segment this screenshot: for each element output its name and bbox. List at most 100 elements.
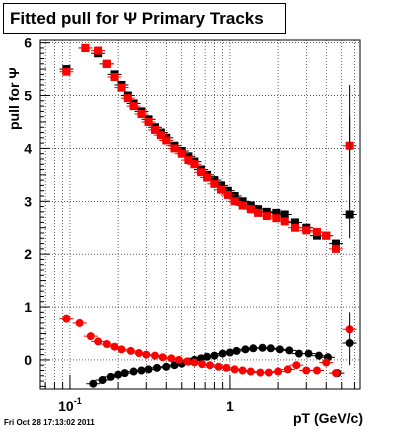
data-point-marker (223, 190, 232, 199)
data-point-marker (241, 345, 250, 354)
y-tick-label: 4 (24, 140, 32, 156)
data-point-marker (117, 345, 126, 354)
data-point-marker (162, 136, 171, 145)
data-point-marker (156, 131, 165, 140)
data-point-marker (223, 186, 232, 195)
data-point-marker (217, 185, 226, 194)
chart-title: Fitted pull for Ψ Primary Tracks (3, 3, 286, 34)
data-point-marker (102, 340, 111, 349)
data-point-marker (262, 212, 271, 221)
data-point-marker (331, 369, 340, 378)
data-point-marker (137, 366, 146, 375)
data-point-marker (129, 102, 138, 111)
data-point-marker (167, 354, 176, 363)
data-point-marker (110, 73, 119, 82)
data-point-marker (262, 207, 271, 216)
y-tick-label: 3 (24, 193, 32, 209)
data-point-marker (230, 365, 239, 374)
data-point-marker (266, 344, 275, 353)
x-tick-label: 1 (226, 398, 234, 414)
y-axis-label: pull for Ψ (6, 67, 22, 130)
plot-frame (39, 39, 361, 390)
data-point-marker (177, 149, 186, 158)
data-point-marker (150, 351, 159, 360)
data-point-marker (174, 355, 183, 364)
data-point-marker (190, 160, 199, 169)
data-point-marker (203, 352, 212, 361)
data-point-marker (272, 208, 281, 217)
data-point-marker (98, 376, 107, 385)
y-tick-label: 6 (24, 35, 32, 51)
data-point-marker (129, 367, 138, 376)
data-point-marker (170, 144, 179, 153)
data-point-marker (312, 227, 321, 236)
data-point-marker (246, 205, 255, 214)
data-point-marker (302, 366, 311, 375)
data-point-marker (94, 337, 103, 346)
data-point-marker (86, 332, 95, 341)
data-point-marker (249, 344, 258, 353)
data-point-marker (331, 244, 340, 253)
data-point-marker (280, 210, 289, 219)
data-point-marker (238, 197, 247, 206)
data-point-marker (254, 208, 263, 217)
data-point-marker (150, 125, 159, 134)
data-point-marker (184, 156, 193, 165)
data-point-marker (312, 366, 321, 375)
data-point-marker (142, 350, 151, 359)
y-tick-label: 0 (24, 352, 32, 368)
data-point-marker (190, 358, 199, 367)
data-point-marker (205, 361, 214, 370)
data-point-marker (217, 181, 226, 190)
data-point-marker (256, 368, 265, 377)
data-point-marker (283, 365, 292, 374)
data-point-marker (230, 191, 239, 200)
data-point-marker (62, 67, 71, 76)
data-point-marker (258, 343, 267, 352)
data-point-marker (120, 369, 129, 378)
data-point-marker (126, 346, 135, 355)
data-point-marker (246, 367, 255, 376)
data-point-marker (302, 226, 311, 235)
y-tick-label: 1 (24, 299, 32, 315)
data-point-marker (183, 357, 192, 366)
x-axis-label: pT (GeV/c) (293, 410, 364, 426)
data-point-marker (106, 372, 115, 381)
data-point-marker (203, 173, 212, 182)
data-point-marker (232, 346, 241, 355)
data-point-marker (144, 365, 153, 374)
data-point-marker (197, 168, 206, 177)
data-point-marker (89, 379, 98, 388)
y-tick-label: 2 (24, 246, 32, 262)
data-point-marker (81, 43, 90, 52)
data-point-marker (198, 360, 207, 369)
data-point-marker (294, 349, 303, 358)
data-point-marker (238, 366, 247, 375)
data-point-marker (218, 349, 227, 358)
data-point-marker (162, 362, 171, 371)
data-point-marker (230, 197, 239, 206)
data-point-marker (158, 353, 167, 362)
data-point-marker (210, 179, 219, 188)
data-point-marker (238, 201, 247, 210)
data-point-marker (117, 83, 126, 92)
data-point-marker (123, 94, 132, 103)
data-point-marker (134, 349, 143, 358)
data-point-marker (152, 363, 161, 372)
data-point-marker (214, 362, 223, 371)
data-point-marker (280, 217, 289, 226)
x-tick-label: 10-1 (58, 396, 82, 414)
data-point-marker (275, 345, 284, 354)
timestamp-footer: Fri Oct 28 17:13:02 2011 (4, 418, 95, 427)
data-point-marker (75, 318, 84, 327)
data-point-marker (137, 110, 146, 119)
data-point-marker (331, 239, 340, 248)
y-tick-label: 5 (24, 88, 32, 104)
data-point-marker (314, 351, 323, 360)
data-point-marker (144, 117, 153, 126)
data-point-marker (322, 358, 331, 367)
data-point-marker (264, 368, 273, 377)
data-point-marker (62, 314, 71, 323)
data-point-marker (210, 351, 219, 360)
